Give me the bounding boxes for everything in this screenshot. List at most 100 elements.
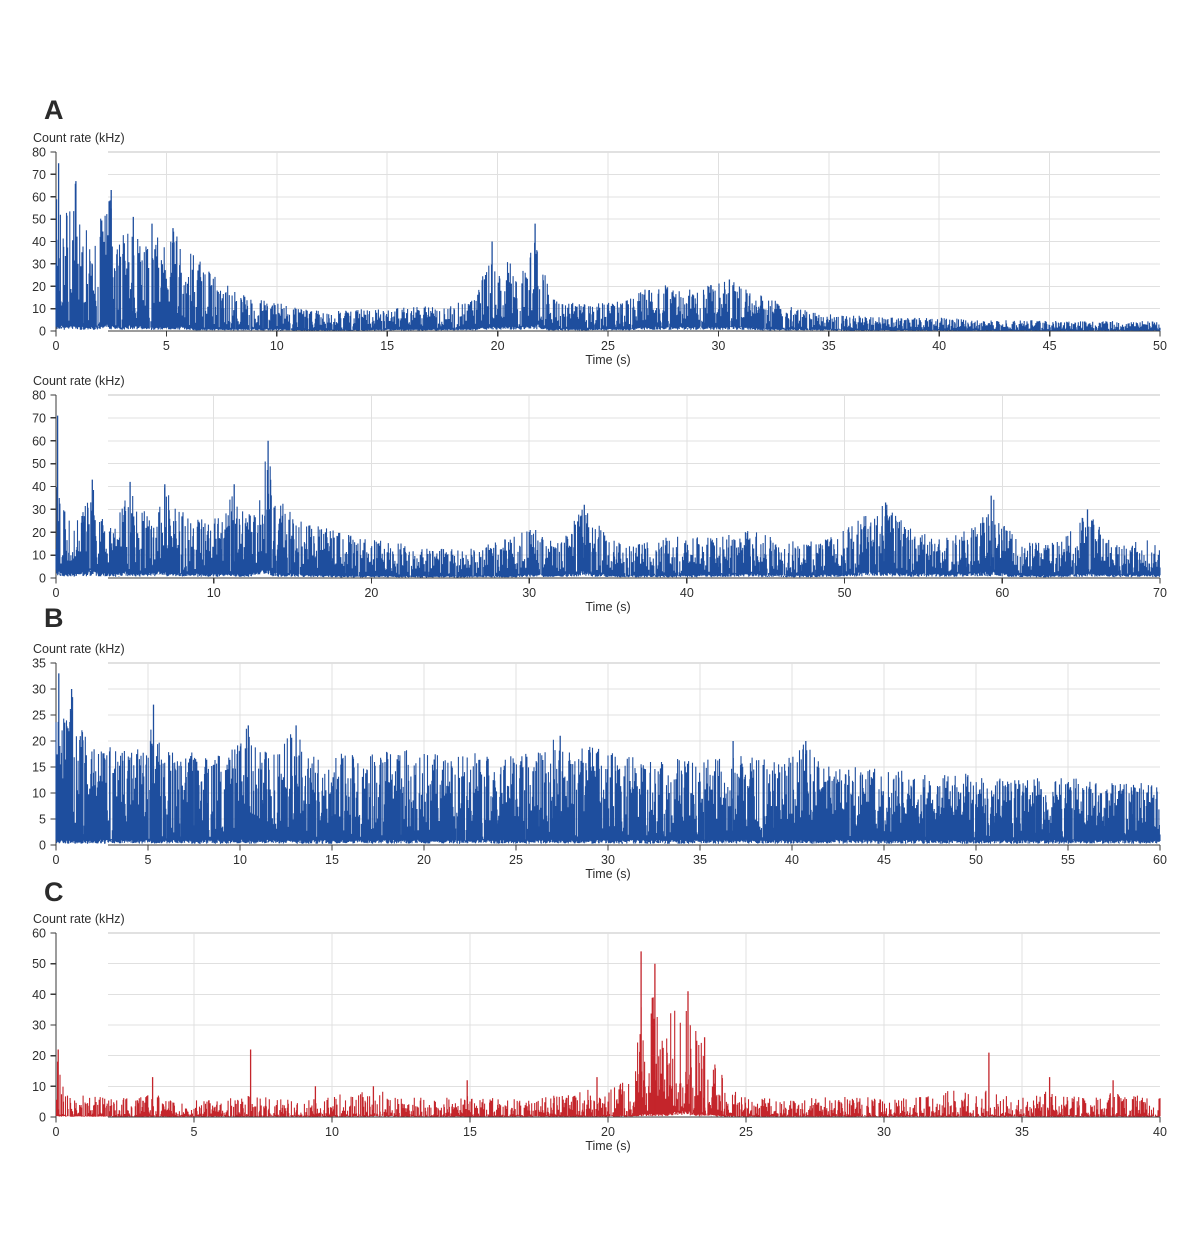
x-tick-label: 5	[191, 1125, 198, 1139]
x-tick-label: 25	[739, 1125, 753, 1139]
y-tick-label: 0	[39, 325, 46, 339]
y-tick-label: 50	[32, 957, 46, 971]
x-tick-label: 40	[680, 586, 694, 600]
y-tick-label: 40	[32, 988, 46, 1002]
x-axis-title: Time (s)	[585, 1139, 630, 1153]
panel-label-c: C	[44, 877, 64, 907]
x-tick-label: 10	[207, 586, 221, 600]
x-tick-label: 40	[785, 853, 799, 867]
y-axis-title: Count rate (kHz)	[33, 642, 125, 656]
x-tick-label: 50	[838, 586, 852, 600]
x-tick-label: 15	[463, 1125, 477, 1139]
x-tick-label: 50	[1153, 339, 1167, 353]
x-tick-label: 25	[601, 339, 615, 353]
count-rate-trace-1-peaks	[57, 163, 731, 329]
y-tick-label: 0	[39, 572, 46, 586]
y-tick-label: 40	[32, 480, 46, 494]
x-tick-label: 20	[364, 586, 378, 600]
x-tick-label: 0	[53, 586, 60, 600]
y-axis-title: Count rate (kHz)	[33, 912, 125, 926]
x-tick-label: 35	[1015, 1125, 1029, 1139]
chart-b: 0 5 10 15 20 25 30 35 0 5 10 15 20 25 30 35 40 45 50 55 60 Co…	[32, 642, 1167, 881]
count-rate-trace-3-peaks	[58, 673, 807, 843]
y-tick-label: 5	[39, 813, 46, 827]
tick-labels: 0 10 20 30 40 50 60 70 80 0 10 20 30 40 50 60 70	[32, 389, 1167, 601]
x-tick-label: 10	[270, 339, 284, 353]
x-tick-label: 60	[1153, 853, 1167, 867]
y-tick-label: 80	[32, 146, 46, 160]
x-tick-label: 20	[417, 853, 431, 867]
y-tick-label: 60	[32, 434, 46, 448]
y-axis-title: Count rate (kHz)	[33, 131, 125, 145]
y-tick-label: 50	[32, 213, 46, 227]
x-tick-label: 45	[877, 853, 891, 867]
tick-labels: 0 10 20 30 40 50 60 0 5 10 15 20 25 30 35 40	[32, 927, 1167, 1140]
tick-labels: 0 10 20 30 40 50 60 70 80 0 5 10 15 20 25 30 35 40 45 50	[32, 146, 1167, 354]
x-tick-label: 25	[509, 853, 523, 867]
count-rate-trace-4	[55, 997, 1161, 1117]
y-tick-label: 20	[32, 526, 46, 540]
gridlines	[108, 932, 1160, 1117]
x-tick-label: 20	[491, 339, 505, 353]
x-tick-label: 35	[693, 853, 707, 867]
x-tick-label: 0	[53, 853, 60, 867]
y-tick-label: 60	[32, 927, 46, 941]
x-tick-label: 30	[877, 1125, 891, 1139]
x-tick-label: 45	[1043, 339, 1057, 353]
y-tick-label: 35	[32, 657, 46, 671]
x-tick-label: 0	[53, 1125, 60, 1139]
x-tick-label: 40	[932, 339, 946, 353]
y-tick-label: 80	[32, 389, 46, 403]
x-tick-label: 10	[233, 853, 247, 867]
chart-a-second: 0 10 20 30 40 50 60 70 80 0 10 20 30 40 50 60 70 Count ra…	[32, 374, 1167, 614]
y-tick-label: 30	[32, 257, 46, 271]
y-tick-label: 50	[32, 457, 46, 471]
y-tick-label: 30	[32, 1019, 46, 1033]
axes	[50, 151, 1161, 337]
y-axis-title: Count rate (kHz)	[33, 374, 125, 388]
y-tick-label: 0	[39, 839, 46, 853]
x-axis-title: Time (s)	[585, 867, 630, 881]
y-tick-label: 30	[32, 683, 46, 697]
x-tick-label: 5	[163, 339, 170, 353]
gridlines	[108, 151, 1160, 331]
x-tick-label: 50	[969, 853, 983, 867]
y-tick-label: 20	[32, 1049, 46, 1063]
y-tick-label: 25	[32, 709, 46, 723]
count-rate-trace-2-peaks	[56, 415, 1089, 576]
x-tick-label: 60	[995, 586, 1009, 600]
y-tick-label: 10	[32, 1080, 46, 1094]
x-tick-label: 5	[145, 853, 152, 867]
y-tick-label: 70	[32, 168, 46, 182]
y-tick-label: 10	[32, 302, 46, 316]
y-tick-label: 70	[32, 411, 46, 425]
x-tick-label: 30	[711, 339, 725, 353]
x-tick-label: 20	[601, 1125, 615, 1139]
y-tick-label: 40	[32, 235, 46, 249]
axes	[50, 932, 1161, 1123]
x-tick-label: 15	[380, 339, 394, 353]
gridlines	[108, 662, 1160, 845]
panel-label-b: B	[44, 603, 64, 633]
x-tick-label: 0	[53, 339, 60, 353]
axes	[50, 394, 1161, 584]
y-tick-label: 10	[32, 787, 46, 801]
y-tick-label: 20	[32, 280, 46, 294]
chart-a-first: 0 10 20 30 40 50 60 70 80 0 5 10 15 20 25 30 35 40 45 50 Cou…	[32, 131, 1167, 367]
y-tick-label: 60	[32, 190, 46, 204]
x-tick-label: 30	[601, 853, 615, 867]
y-tick-label: 10	[32, 549, 46, 563]
tick-labels: 0 5 10 15 20 25 30 35 0 5 10 15 20 25 30 35 40 45 50 55 60	[32, 657, 1167, 868]
y-tick-label: 15	[32, 761, 46, 775]
x-axis-title: Time (s)	[585, 600, 630, 614]
y-tick-label: 0	[39, 1111, 46, 1125]
y-tick-label: 30	[32, 503, 46, 517]
x-tick-label: 35	[822, 339, 836, 353]
count-rate-trace-4-peaks	[57, 951, 1114, 1117]
x-tick-label: 55	[1061, 853, 1075, 867]
x-axis-title: Time (s)	[585, 353, 630, 367]
count-rate-trace-3	[55, 697, 1161, 844]
y-tick-label: 20	[32, 735, 46, 749]
chart-c: 0 10 20 30 40 50 60 0 5 10 15 20 25 30 35 40 Count rate …	[32, 912, 1167, 1153]
